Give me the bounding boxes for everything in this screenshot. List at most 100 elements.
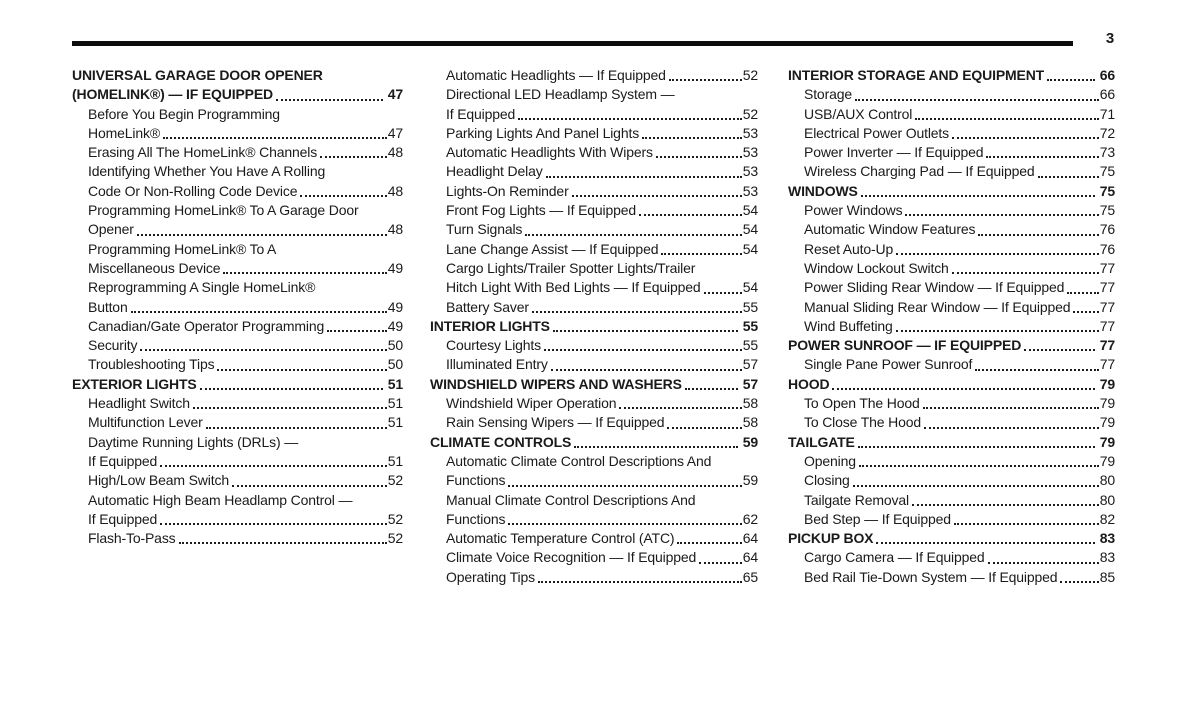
toc-page-number: 79 <box>1099 375 1115 392</box>
toc-entry-label: Headlight Delay <box>446 163 543 180</box>
toc-entry-label: Manual Sliding Rear Window — If Equipped <box>804 298 1071 315</box>
toc-page-number: 53 <box>742 163 758 180</box>
toc-entry-line: Reset Auto-Up 76 <box>788 240 1115 259</box>
toc-entry: Automatic High Beam Headlamp Control — If… <box>72 491 403 530</box>
toc-entry-label: To Close The Hood <box>804 414 922 431</box>
toc-entry-line: POWER SUNROOF — IF EQUIPPED 77 <box>788 336 1115 355</box>
toc-entry-line: Headlight Switch 51 <box>72 394 403 413</box>
toc-page-number: 75 <box>1099 163 1115 180</box>
toc-entry-line: Before You Begin Programming <box>72 105 403 124</box>
toc-entry-line: Multifunction Lever 51 <box>72 413 403 432</box>
toc-page-number: 49 <box>387 298 403 315</box>
dot-leader <box>952 124 1099 140</box>
toc-entry-line: Automatic Temperature Control (ATC) 64 <box>430 529 758 548</box>
toc-entry: PICKUP BOX 83 <box>788 529 1115 548</box>
toc-column-2: Automatic Headlights — If Equipped 52 Dire… <box>430 66 758 587</box>
dot-leader <box>912 491 1099 506</box>
toc-entry: Tailgate Removal 80 <box>788 491 1115 510</box>
toc-entry-line: Power Sliding Rear Window — If Equipped 7… <box>788 278 1115 297</box>
toc-entry: Multifunction Lever 51 <box>72 413 403 432</box>
dot-leader <box>552 317 738 333</box>
toc-entry-line: Power Windows 75 <box>788 201 1115 220</box>
toc-entry-line: Illuminated Entry 57 <box>430 355 758 374</box>
toc-entry-line: Wind Buffeting 77 <box>788 317 1115 336</box>
toc-page-number: 52 <box>742 105 758 122</box>
toc-entry: EXTERIOR LIGHTS 51 <box>72 375 403 394</box>
dot-leader <box>677 529 742 545</box>
dot-leader <box>140 336 387 352</box>
toc-page-number: 66 <box>1099 67 1115 83</box>
dot-leader <box>199 375 383 391</box>
toc-page-number: 79 <box>1099 414 1115 431</box>
toc-page-number: 49 <box>387 259 403 276</box>
toc-page-number: 80 <box>1099 491 1115 508</box>
toc-entry-line: Manual Climate Control Descriptions And <box>430 491 758 510</box>
toc-entry-line: Cargo Camera — If Equipped 83 <box>788 548 1115 567</box>
toc-entry-line: Turn Signals 54 <box>430 220 758 239</box>
toc-page-number: 54 <box>742 202 758 219</box>
toc-entry-line: Automatic Headlights — If Equipped 52 <box>430 66 758 85</box>
toc-page-number: 80 <box>1099 472 1115 489</box>
toc-entry: Automatic Window Features 76 <box>788 220 1115 239</box>
toc-entry-line: Programming HomeLink® To A Garage Door <box>72 201 403 220</box>
toc-entry-label: Security <box>88 337 138 354</box>
dot-leader <box>1067 278 1099 294</box>
toc-entry-label: Window Lockout Switch <box>804 259 949 276</box>
dot-leader <box>531 298 742 313</box>
dot-leader <box>320 143 387 159</box>
dot-leader <box>508 510 742 526</box>
toc-entry-line: Opening 79 <box>788 452 1115 471</box>
toc-page-number: 79 <box>1099 452 1115 469</box>
toc-entry: TAILGATE 79 <box>788 433 1115 452</box>
dot-leader <box>699 548 742 564</box>
toc-entry-label: HomeLink® <box>88 124 160 141</box>
dot-leader <box>1060 568 1099 584</box>
toc-entry-line: If Equipped 51 <box>72 452 403 471</box>
toc-entry-line: If Equipped 52 <box>430 105 758 124</box>
toc-entry: Cargo Lights/Trailer Spotter Lights/Trai… <box>430 259 758 298</box>
toc-entry: Manual Sliding Rear Window — If Equipped… <box>788 298 1115 317</box>
toc-entry-label: Cargo Camera — If Equipped <box>804 549 985 566</box>
toc-entry: Manual Climate Control Descriptions And F… <box>430 491 758 530</box>
dot-leader <box>160 510 387 526</box>
toc-entry-line: Erasing All The HomeLink® Channels 48 <box>72 143 403 162</box>
toc-page-number: 77 <box>1099 259 1115 276</box>
toc-entry-line: Bed Step — If Equipped 82 <box>788 510 1115 529</box>
toc-page-number: 50 <box>387 337 403 354</box>
toc-entry: Power Inverter — If Equipped 73 <box>788 143 1115 162</box>
toc-entry-label: Power Inverter — If Equipped <box>804 144 984 161</box>
toc-entry-label: Automatic High Beam Headlamp Control — <box>88 491 353 508</box>
toc-entry-line: INTERIOR STORAGE AND EQUIPMENT 66 <box>788 66 1115 85</box>
toc-page-number: 59 <box>742 472 758 489</box>
toc-page-number: 53 <box>742 124 758 141</box>
toc-page-number: 76 <box>1099 221 1115 238</box>
toc-entry: Security 50 <box>72 336 403 355</box>
toc-page-number: 48 <box>387 144 403 161</box>
toc-entry-label: Power Sliding Rear Window — If Equipped <box>804 279 1065 296</box>
dot-leader <box>986 143 1099 159</box>
toc-entry: Closing 80 <box>788 471 1115 490</box>
toc-page-number: 52 <box>387 530 403 547</box>
toc-entry-label: If Equipped <box>88 510 158 527</box>
toc-entry-line: Hitch Light With Bed Lights — If Equippe… <box>430 278 758 297</box>
toc-entry-label: UNIVERSAL GARAGE DOOR OPENER <box>72 67 323 83</box>
toc-entry-label: Wireless Charging Pad — If Equipped <box>804 163 1035 180</box>
toc-entry-line: Lane Change Assist — If Equipped 54 <box>430 240 758 259</box>
toc-page-number: 54 <box>742 221 758 238</box>
toc-entry-label: POWER SUNROOF — IF EQUIPPED <box>788 337 1022 354</box>
toc-entry-label: USB/AUX Control <box>804 105 913 122</box>
toc-entry-line: To Open The Hood 79 <box>788 394 1115 413</box>
toc-entry: Window Lockout Switch 77 <box>788 259 1115 278</box>
toc-page-number: 48 <box>387 182 403 199</box>
toc-entry: Bed Rail Tie-Down System — If Equipped 85 <box>788 568 1115 587</box>
toc-entry-label: TAILGATE <box>788 433 855 450</box>
toc-entry-line: Windshield Wiper Operation 58 <box>430 394 758 413</box>
toc-entry-label: Cargo Lights/Trailer Spotter Lights/Trai… <box>446 259 696 276</box>
toc-entry: High/Low Beam Switch 52 <box>72 471 403 490</box>
dot-leader <box>217 355 387 371</box>
toc-page-number: 50 <box>387 356 403 373</box>
toc-entry-line: EXTERIOR LIGHTS 51 <box>72 375 403 394</box>
toc-entry-line: Button 49 <box>72 298 403 317</box>
toc-entry-label: Multifunction Lever <box>88 414 203 431</box>
toc-entry: Canadian/Gate Operator Programming 49 <box>72 317 403 336</box>
